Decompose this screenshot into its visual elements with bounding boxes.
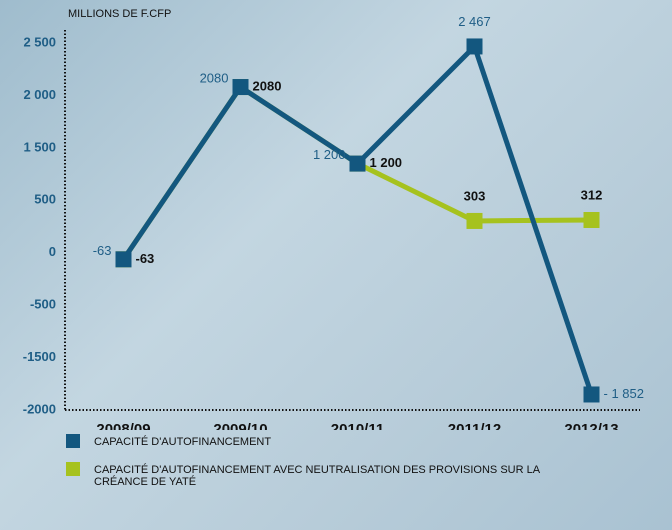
- data-label: 2080: [253, 78, 282, 93]
- y-tick-label: 0: [49, 244, 56, 259]
- x-tick-label: 2010/11: [331, 421, 384, 430]
- x-tick-label: 2008/09: [96, 421, 150, 430]
- data-label: 303: [464, 188, 486, 203]
- y-tick-label: 1 500: [23, 139, 56, 154]
- legend-swatch: [66, 462, 80, 476]
- x-tick-label: 2011/12: [448, 421, 501, 430]
- data-label: 312: [581, 187, 603, 202]
- y-tick-label: -1500: [23, 349, 56, 364]
- legend-swatch: [66, 434, 80, 448]
- data-label: 1 200: [370, 155, 403, 170]
- point-marker: [583, 211, 600, 228]
- series-line: [121, 83, 592, 261]
- data-label: 2 467: [458, 14, 491, 29]
- data-label: -63: [93, 243, 112, 258]
- y-tick-label: 2 000: [23, 87, 56, 102]
- legend-item: CAPACITÉ D'AUTOFINANCEMENT: [66, 434, 586, 448]
- y-tick-label: -500: [30, 297, 56, 312]
- point-marker: [583, 386, 600, 403]
- y-tick-label: -2000: [23, 401, 56, 416]
- y-tick-label: 2 500: [23, 34, 56, 49]
- x-tick-label: 2009/10: [213, 421, 267, 430]
- point-marker: [115, 251, 132, 268]
- point-marker: [232, 79, 249, 96]
- legend-item: CAPACITÉ D'AUTOFINANCEMENT AVEC NEUTRALI…: [66, 462, 586, 488]
- y-axis-label: MILLIONS DE F.CFP: [68, 8, 171, 20]
- point-marker: [349, 155, 366, 172]
- legend: CAPACITÉ D'AUTOFINANCEMENT CAPACITÉ D'AUT…: [66, 434, 586, 502]
- data-label: - 1 852: [604, 386, 644, 401]
- y-tick-label: 500: [34, 192, 56, 207]
- data-label: -63: [136, 251, 155, 266]
- data-label: 1 200: [313, 147, 346, 162]
- point-marker: [466, 38, 483, 55]
- x-tick-label: 2012/13: [564, 421, 618, 430]
- point-marker: [466, 212, 483, 229]
- chart: MILLIONS DE F.CFP -2000 -1500 -500 0 500 1 50…: [23, 8, 644, 430]
- legend-label: CAPACITÉ D'AUTOFINANCEMENT: [94, 436, 272, 448]
- data-label: 2080: [200, 70, 229, 85]
- legend-label: CAPACITÉ D'AUTOFINANCEMENT AVEC NEUTRALI…: [94, 464, 540, 488]
